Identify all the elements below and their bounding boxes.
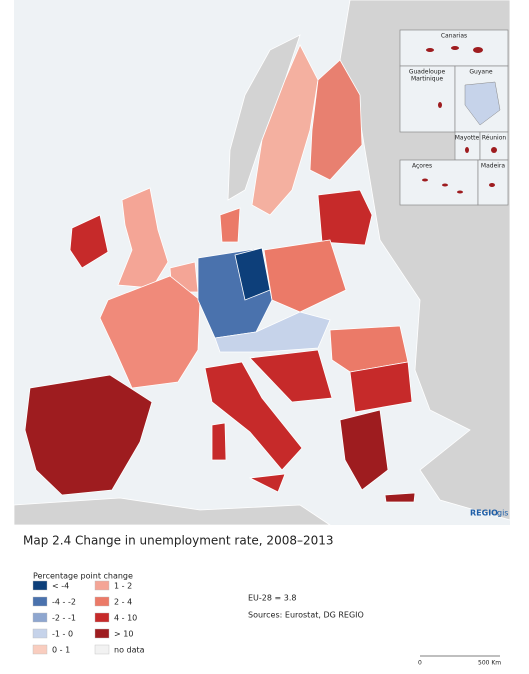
balkans <box>249 349 333 403</box>
legend-label: no data <box>114 646 145 655</box>
france <box>99 275 201 389</box>
legend-swatch <box>94 580 110 591</box>
sources: Sources: Eurostat, DG REGIO <box>248 611 364 620</box>
logo-light: gis <box>497 509 508 518</box>
poland <box>263 239 347 313</box>
scale-end: 500 Km <box>478 660 501 667</box>
legend-label: -2 - -1 <box>52 614 76 623</box>
caption-title: Map 2.4 Change in unemployment rate, 200… <box>23 534 334 548</box>
legend: < -4 -4 - -2 -2 - -1 -1 - 0 0 - 1 1 - 2 2 - 4 4… <box>32 580 145 655</box>
legend-label: > 10 <box>114 630 133 639</box>
legend-label: -1 - 0 <box>52 630 73 639</box>
inset-label: Guyane <box>469 69 492 76</box>
inset-madeira <box>477 159 509 206</box>
insets: Canarias Guadeloupe Martinique Guyane Ma… <box>399 29 509 206</box>
inset-label: Canarias <box>441 33 467 40</box>
legend-label: < -4 <box>52 582 69 591</box>
legend-label: -4 - -2 <box>52 598 76 607</box>
finland <box>309 59 363 181</box>
crete <box>384 492 416 503</box>
iberia <box>24 374 153 496</box>
bulgaria <box>349 361 413 413</box>
legend-swatch <box>94 596 110 607</box>
legend-swatch <box>32 580 48 591</box>
inset-label: Açores <box>412 163 432 170</box>
legend-swatch <box>32 628 48 639</box>
sardinia <box>211 422 227 461</box>
logo-bold: REGIO <box>470 509 498 518</box>
guyane-shape <box>464 81 501 126</box>
legend-swatch <box>32 644 48 655</box>
inset-mayotte <box>454 131 481 161</box>
inset-acores <box>399 159 479 206</box>
ireland <box>69 214 109 269</box>
legend-title: Percentage point change <box>33 572 133 581</box>
legend-swatch <box>94 644 110 655</box>
inset-label: Madeira <box>481 163 505 170</box>
legend-label: 1 - 2 <box>114 582 132 591</box>
denmark <box>219 207 241 243</box>
baltics <box>317 189 373 246</box>
legend-swatch <box>94 628 110 639</box>
inset-label: Mayotte <box>455 135 480 142</box>
legend-label: 0 - 1 <box>52 646 70 655</box>
sweden <box>251 44 319 216</box>
legend-swatch <box>94 612 110 623</box>
legend-label: 2 - 4 <box>114 598 132 607</box>
africa <box>13 497 332 526</box>
scale-start: 0 <box>418 660 422 667</box>
inset-label: Martinique <box>411 76 443 83</box>
legend-swatch <box>32 612 48 623</box>
eu-value: EU-28 = 3.8 <box>248 594 297 603</box>
legend-swatch <box>32 596 48 607</box>
inset-guadeloupe <box>399 65 456 133</box>
central-europe <box>214 311 331 353</box>
sicily <box>248 473 286 493</box>
inset-label: Guadeloupe <box>409 69 446 76</box>
inset-label: Réunion <box>482 135 507 142</box>
inset-reunion <box>479 131 509 161</box>
island-marks <box>422 46 497 194</box>
greece <box>339 409 389 491</box>
legend-label: 4 - 10 <box>114 614 137 623</box>
italy <box>204 361 303 471</box>
